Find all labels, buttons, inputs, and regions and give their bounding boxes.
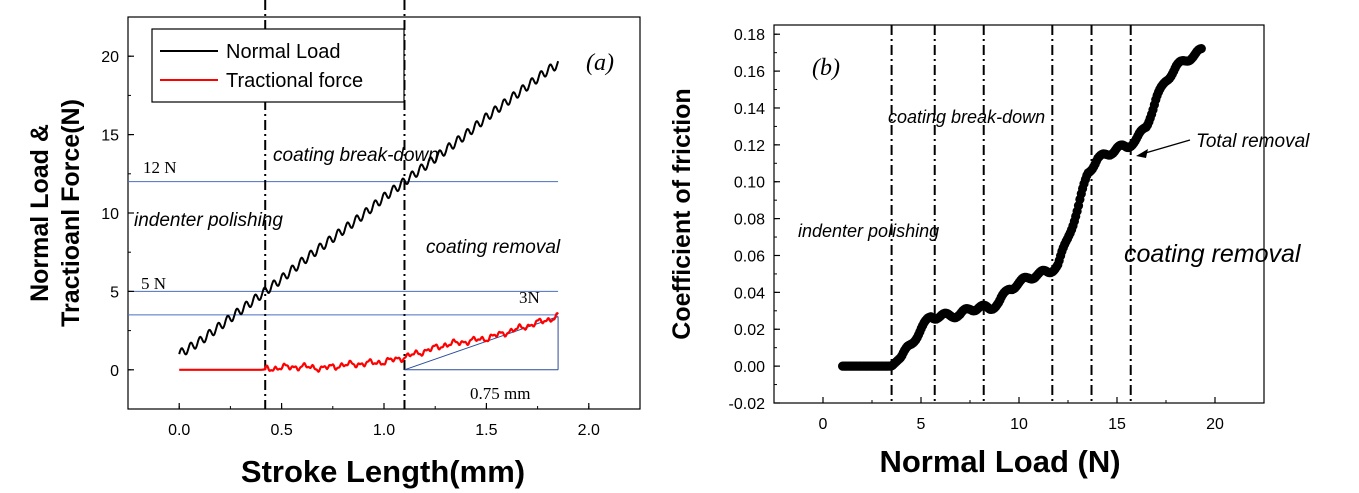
y-axis-title-a-line2: Tractioanl Force(N)	[57, 99, 85, 327]
x-tick-label: 0.0	[168, 422, 190, 439]
chart-a: 0.0 0.5 1.0 1.5 2.0 0 5 10 15 20 Stroke …	[26, 0, 641, 489]
arrow-head	[1136, 149, 1148, 158]
x-tick-label: 10	[1010, 416, 1028, 433]
plot-frame-b	[773, 24, 1265, 404]
series-group-b	[838, 44, 1206, 371]
x-axis-title-a: Stroke Length(mm)	[241, 454, 525, 489]
legend-box	[151, 28, 405, 103]
y-tick-label: -0.02	[729, 396, 766, 413]
legend-label-tractional-force: Tractional force	[226, 70, 363, 92]
x-tick-label: 20	[1206, 416, 1224, 433]
x-tick-label: 5	[917, 416, 926, 433]
hline-label-5n: 5 N	[141, 274, 166, 293]
y-tick-label: 0.06	[734, 248, 765, 265]
y-axis-title-b: Coefficient of friction	[668, 88, 696, 339]
y-tick-label: 0	[110, 363, 119, 380]
y-tick-label: 0.12	[734, 138, 765, 155]
ticks-b	[773, 33, 1265, 404]
y-tick-label: 15	[101, 128, 119, 145]
series-line-normal-load	[178, 60, 560, 356]
y-axis-title-a-line1: Normal Load &	[26, 124, 54, 302]
slope-label: 0.75 mm	[470, 384, 530, 403]
legend-label-normal-load: Normal Load	[226, 41, 341, 63]
region-dividers-b	[890, 25, 1132, 403]
y-tick-label: 0.18	[734, 27, 765, 44]
y-tick-label: 5	[110, 284, 119, 301]
reference-lines-a	[128, 181, 559, 316]
x-tick-label: 0	[819, 416, 828, 433]
ticks-a	[127, 16, 641, 410]
x-tick-label: 1.0	[373, 422, 395, 439]
total-removal-arrow	[1136, 139, 1191, 158]
panel-label-b: (b)	[812, 55, 840, 81]
annotation-coating-break-down-a: coating break-down	[273, 145, 439, 166]
panel-label-a: (a)	[586, 50, 614, 76]
annotation-total-removal: Total removal	[1196, 131, 1310, 152]
y-tick-label: 0.04	[734, 285, 765, 302]
x-tick-label: 2.0	[578, 422, 600, 439]
annotation-coating-removal-b: coating removal	[1124, 240, 1302, 268]
y-tick-label: 0.14	[734, 101, 765, 118]
x-axis-title-b: Normal Load (N)	[879, 444, 1120, 479]
hline-label-12n: 12 N	[143, 158, 177, 177]
legend-a: Normal Load Tractional force	[151, 28, 405, 103]
y-tick-label: 0.00	[734, 359, 765, 376]
series-group-a	[178, 60, 560, 373]
data-point	[1196, 44, 1206, 54]
annotation-indenter-polishing-a: indenter polishing	[134, 210, 283, 231]
annotation-coating-break-down-b: coating break-down	[888, 107, 1045, 127]
y-tick-label: 0.16	[734, 64, 765, 81]
x-tick-label: 0.5	[270, 422, 292, 439]
chart-b: 0 5 10 15 20 -0.02 0.00 0.02 0.04 0.06 0…	[668, 24, 1310, 479]
series-line-tractional-force	[178, 312, 559, 373]
x-tick-label: 1.5	[475, 422, 497, 439]
hline-label-3n: 3N	[519, 288, 540, 307]
x-tick-label: 15	[1108, 416, 1126, 433]
annotation-coating-removal-a: coating removal	[426, 237, 561, 258]
annotation-indenter-polishing-b: indenter polishing	[798, 221, 939, 241]
y-tick-label: 0.08	[734, 212, 765, 229]
arrow-shaft	[1141, 139, 1191, 155]
y-tick-label: 10	[101, 206, 119, 223]
y-tick-label: 0.10	[734, 175, 765, 192]
y-tick-label: 20	[101, 49, 119, 66]
y-tick-label: 0.02	[734, 322, 765, 339]
